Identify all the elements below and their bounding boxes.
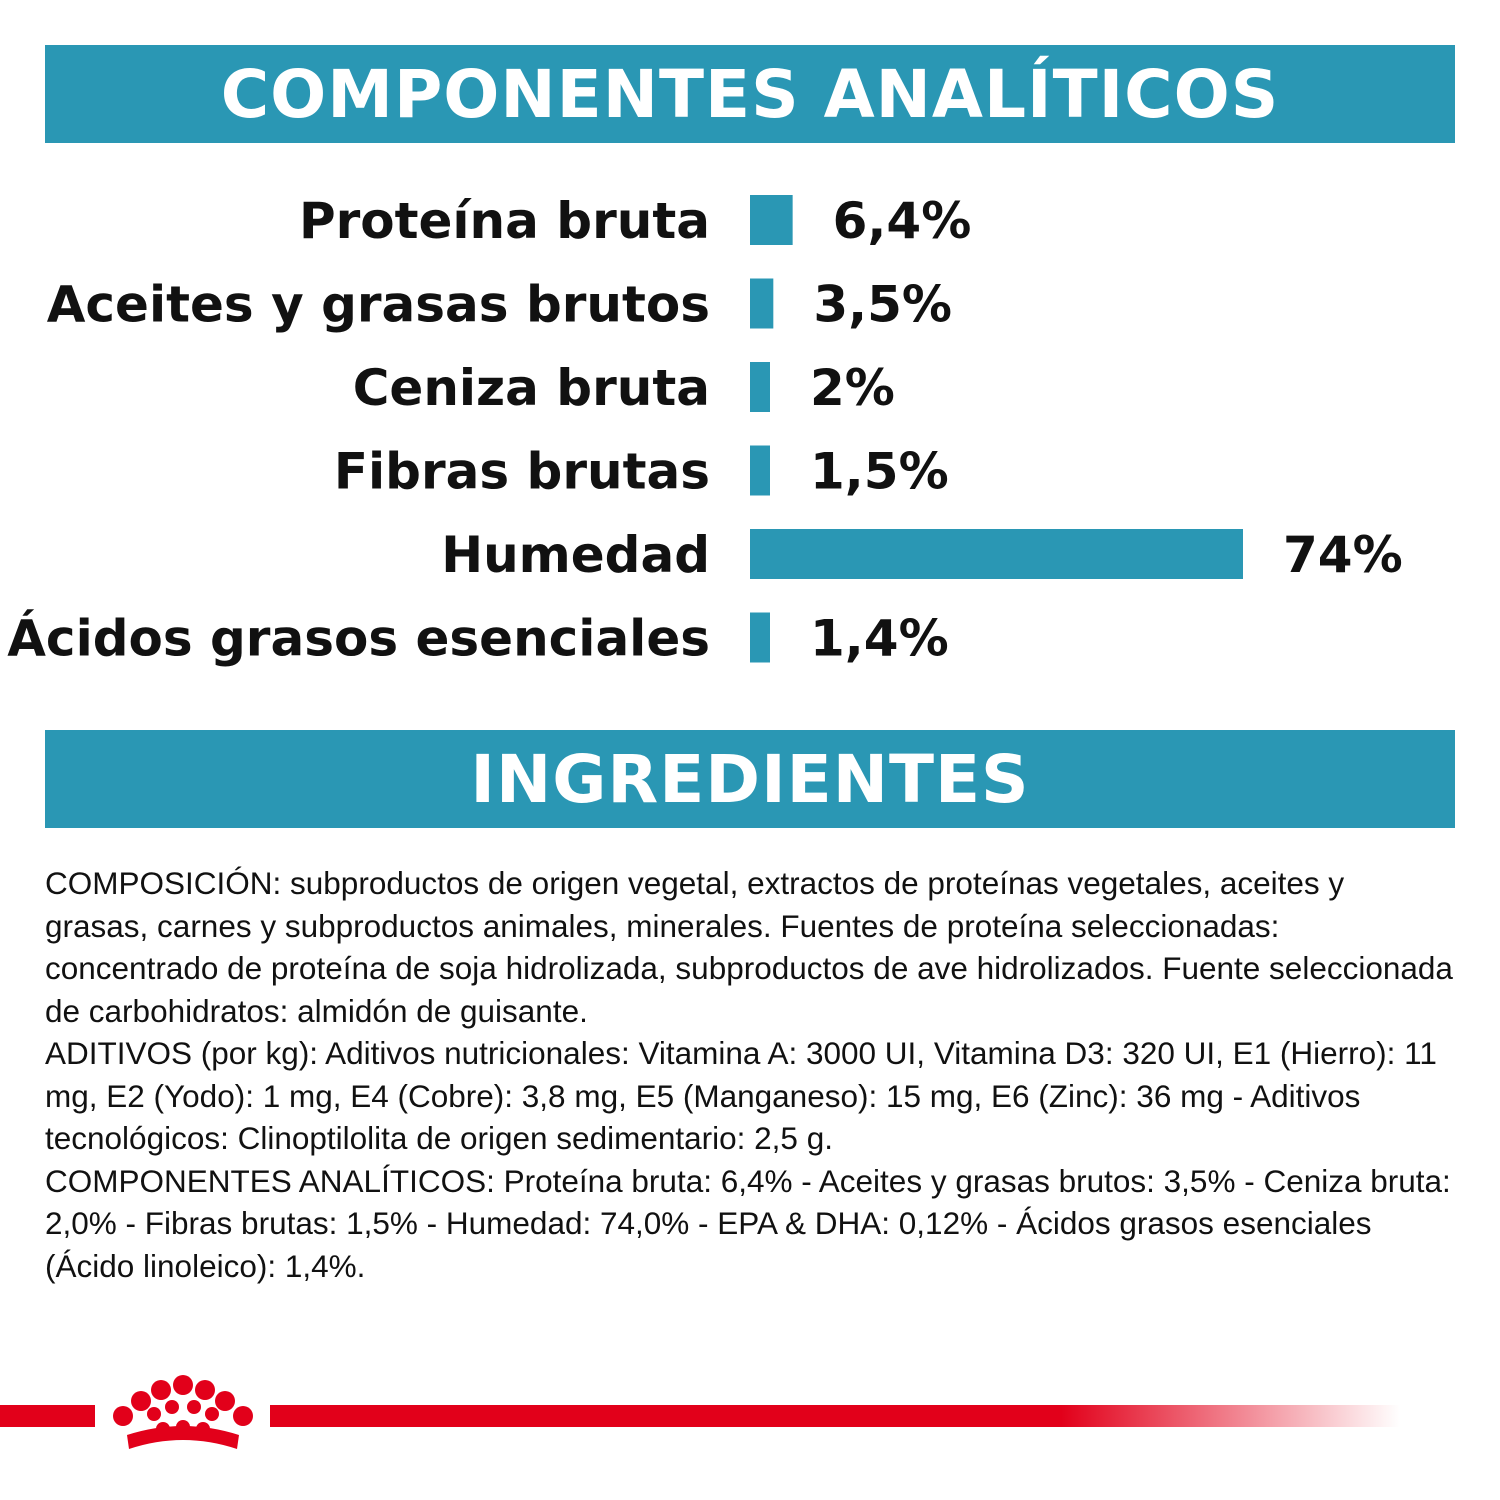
category-label: Aceites y grasas brutos [47, 276, 710, 334]
category-label: Humedad [441, 526, 710, 584]
value-label: 2% [810, 359, 895, 417]
value-label: 74% [1283, 526, 1403, 584]
category-label: Fibras brutas [334, 443, 710, 501]
bar [750, 445, 770, 496]
footer-red-line-right [270, 1405, 1400, 1427]
footer-brand-strip [0, 1375, 1400, 1449]
analytic-bar-chart: Proteína bruta 6,4% Aceites y grasas bruto… [7, 192, 1403, 668]
analytic-components-title: COMPONENTES ANALÍTICOS [220, 55, 1280, 133]
value-label: 1,4% [810, 610, 949, 668]
analytic-paragraph: COMPONENTES ANALÍTICOS: Proteína bruta: … [45, 1162, 1451, 1284]
ingredients-banner: INGREDIENTES [45, 730, 1455, 828]
category-label: Ácidos grasos esenciales [7, 609, 710, 668]
value-label: 3,5% [813, 276, 952, 334]
bar [750, 612, 770, 663]
bar [750, 278, 774, 329]
composition-paragraph: COMPOSICIÓN: subproductos de origen vege… [45, 865, 1453, 1029]
ingredients-text: COMPOSICIÓN: subproductos de origen vege… [45, 862, 1455, 1287]
value-label: 1,5% [810, 443, 949, 501]
footer-red-line-left [0, 1405, 95, 1427]
bar [750, 529, 1243, 579]
ingredients-title: INGREDIENTES [470, 740, 1030, 818]
bar [750, 195, 793, 245]
value-label: 6,4% [833, 192, 972, 250]
bar [750, 362, 770, 412]
additives-paragraph: ADITIVOS (por kg): Aditivos nutricionale… [45, 1035, 1437, 1156]
category-label: Ceniza bruta [353, 359, 710, 417]
category-label: Proteína bruta [299, 192, 710, 250]
analytic-components-banner: COMPONENTES ANALÍTICOS [45, 45, 1455, 143]
crown-logo-icon [113, 1375, 253, 1449]
